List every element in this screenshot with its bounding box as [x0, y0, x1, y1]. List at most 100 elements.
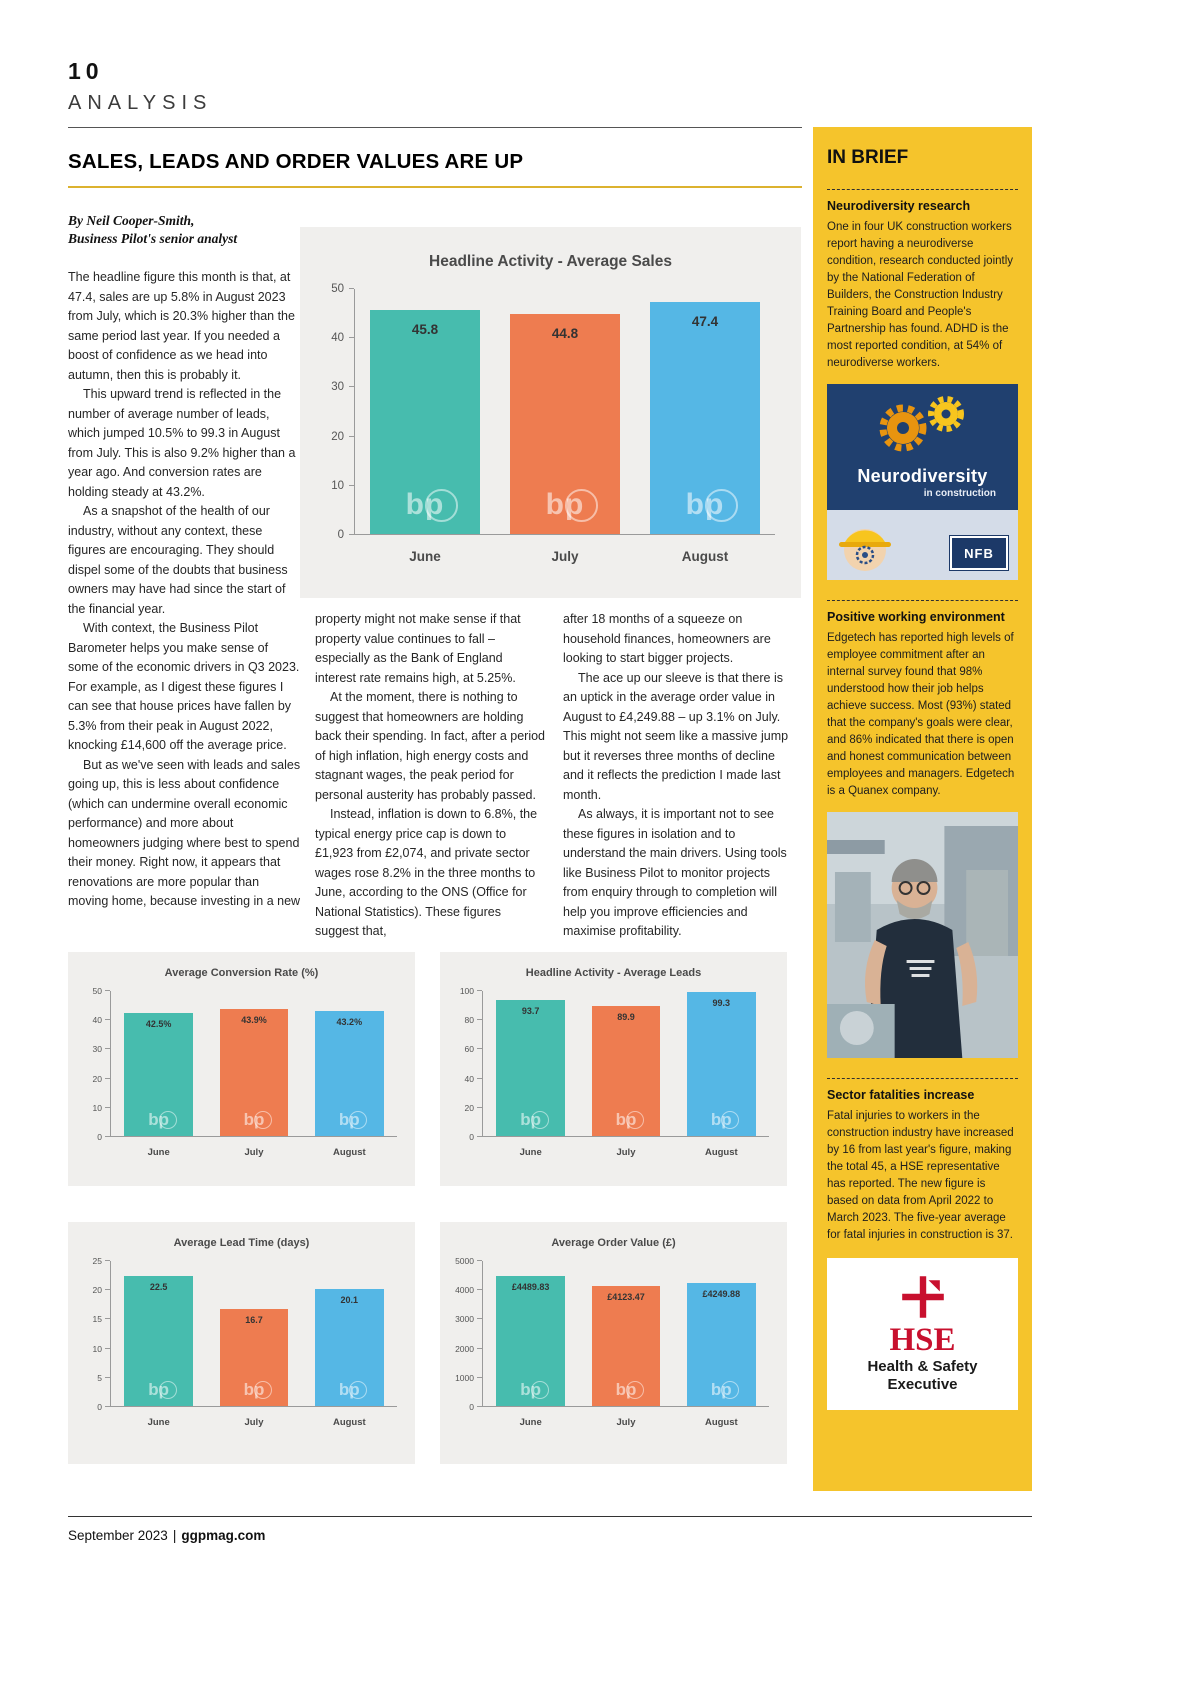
y-axis-tick-mark: [105, 1106, 110, 1108]
footer-site-link[interactable]: ggpmag.com: [181, 1528, 266, 1543]
bar-group: 43.2% bp August: [315, 991, 384, 1158]
x-axis-category-label: August: [332, 1417, 366, 1428]
y-axis-tick-label: 50: [92, 986, 102, 996]
bp-logo-watermark: bp: [650, 488, 759, 522]
chart-bars: 93.7 bp June 89.9 bp July 99.3 bp August: [482, 991, 769, 1158]
bar-june: 45.8 bp: [370, 309, 480, 534]
y-axis-tick-label: 60: [464, 1044, 474, 1055]
y-axis-tick-mark: [477, 1019, 482, 1021]
y-axis-tick-label: 0: [97, 1132, 102, 1142]
chart-average-conversion-rate: Average Conversion Rate (%) 0 10 20 30 40 50 42…: [68, 952, 415, 1186]
brief-body-fatalities: Fatal injuries to workers in the constru…: [827, 1110, 1014, 1241]
bar-value-label: 45.8: [411, 321, 439, 337]
hse-tagline-2: Executive: [887, 1376, 958, 1394]
y-axis-tick-label: 2000: [455, 1343, 474, 1354]
bar-value-label: £4489.83: [511, 1281, 550, 1292]
y-axis-tick-label: 80: [464, 1015, 474, 1026]
hse-logo: HSE Health & Safety Executive: [827, 1258, 1018, 1410]
bar-value-label: 42.5%: [145, 1018, 172, 1029]
neurodiversity-subtitle: in construction: [923, 488, 996, 499]
bar-value-label: £4123.47: [607, 1292, 645, 1303]
bp-logo-watermark: bp: [592, 1380, 661, 1400]
x-axis-category-label: June: [147, 1417, 170, 1428]
chart-plot: 0 10 20 30 40 50 45.8 bp June 44.8 bp July 47.4 bp Aug…: [331, 283, 775, 564]
paragraph: With context, the Business Pilot Baromet…: [68, 621, 300, 752]
x-axis-category-label: July: [616, 1147, 636, 1158]
bar-july: £4123.47 bp: [591, 1286, 661, 1406]
chart-title: Headline Activity - Average Sales: [429, 253, 672, 270]
hse-emblem-icon: [901, 1276, 944, 1318]
bar-value-label: 89.9: [617, 1011, 635, 1022]
y-axis-tick-label: 15: [92, 1314, 102, 1325]
y-axis-tick-label: 20: [464, 1102, 474, 1113]
bar-august: 43.2% bp: [315, 1010, 384, 1136]
brief-section-working-environment: Positive working environment Edgetech ha…: [827, 600, 1018, 800]
y-axis-tick-label: 1000: [455, 1372, 474, 1383]
bar-june: 93.7 bp: [496, 1000, 565, 1136]
y-axis-tick-mark: [349, 337, 354, 339]
y-axis-tick-mark: [105, 1019, 110, 1021]
bar-august: 20.1 bp: [315, 1289, 384, 1406]
bar-july: 43.9% bp: [219, 1008, 289, 1136]
chart-title: Average Conversion Rate (%): [164, 967, 319, 979]
chart-plot: 0 10 20 30 40 50 42.5% bp June 43.9% bp July 43.2% bp…: [93, 986, 397, 1158]
article-column-1: The headline figure this month is that, …: [68, 268, 301, 944]
chart-title: Average Order Value (£): [551, 1237, 676, 1249]
bar-group: 45.8 bp June: [370, 289, 480, 564]
chart-average-sales: Headline Activity - Average Sales 0 10 20 30…: [300, 227, 801, 598]
y-axis-tick-label: 30: [331, 381, 344, 394]
sidebar-title: IN BRIEF: [827, 147, 909, 168]
bar-group: 22.5 bp June: [124, 1261, 193, 1428]
hardhat-head-icon: [839, 529, 891, 571]
chart-title: Average Lead Time (days): [173, 1237, 310, 1249]
y-axis-tick-mark: [105, 990, 110, 991]
bar-value-label: 43.2%: [336, 1016, 363, 1027]
paragraph: At the moment, there is nothing to sugge…: [315, 690, 545, 802]
y-axis-tick-label: 5000: [455, 1256, 474, 1266]
bar-group: 89.9 bp July: [591, 991, 661, 1158]
y-axis-tick-label: 20: [331, 430, 344, 443]
bp-logo-watermark: bp: [124, 1380, 193, 1400]
footer-rule: [68, 1516, 1032, 1517]
paragraph: The headline figure this month is that, …: [68, 270, 295, 382]
y-axis-tick-label: 0: [469, 1132, 474, 1142]
bar-july: 89.9 bp: [591, 1005, 661, 1136]
y-axis-tick-label: 20: [92, 1073, 102, 1084]
paragraph: As always, it is important not to see th…: [563, 807, 787, 938]
bar-group: £4123.47 bp July: [591, 1261, 661, 1428]
worker-photo: [827, 812, 1018, 1058]
bp-logo-watermark: bp: [220, 1110, 289, 1130]
y-axis-tick-mark: [477, 1260, 482, 1261]
y-axis-tick-mark: [349, 435, 354, 437]
y-axis-tick-label: 3000: [455, 1314, 474, 1325]
y-axis-tick-mark: [477, 1077, 482, 1079]
footer-date: September 2023: [68, 1528, 168, 1543]
chart-bars: 45.8 bp June 44.8 bp July 47.4 bp August: [354, 289, 775, 564]
chart-average-leads: Headline Activity - Average Leads 0 20 40 60…: [440, 952, 787, 1186]
bar-group: 44.8 bp July: [510, 289, 620, 564]
y-axis-tick-label: 25: [92, 1256, 102, 1266]
y-axis-tick-mark: [105, 1048, 110, 1050]
y-axis-tick-mark: [477, 1318, 482, 1320]
bp-logo-watermark: bp: [496, 1380, 565, 1400]
brief-section-fatalities: Sector fatalities increase Fatal injurie…: [827, 1078, 1018, 1244]
bp-logo-watermark: bp: [592, 1110, 661, 1130]
bp-logo-watermark: bp: [124, 1110, 193, 1130]
bar-value-label: 16.7: [245, 1315, 263, 1326]
y-axis-tick-mark: [105, 1318, 110, 1320]
brief-heading-working-environment: Positive working environment: [827, 610, 1005, 624]
bp-logo-watermark: bp: [687, 1110, 756, 1130]
y-axis-tick-label: 30: [92, 1044, 102, 1055]
y-axis-tick-mark: [477, 1376, 482, 1378]
footer-separator: |: [172, 1528, 177, 1543]
chart-plot: 0 20 40 60 80 100 93.7 bp June 89.9 bp July 99.3 bp Au…: [460, 986, 769, 1158]
footer: September 2023 | ggpmag.com: [68, 1528, 265, 1543]
page-number: 10: [68, 58, 104, 84]
bar-august: 47.4 bp: [650, 301, 760, 534]
y-axis-tick-mark: [105, 1136, 110, 1137]
bp-logo-watermark: bp: [315, 1110, 384, 1130]
y-axis-tick-mark: [477, 1106, 482, 1108]
x-axis-category-label: July: [244, 1147, 264, 1158]
bp-logo-watermark: bp: [220, 1380, 289, 1400]
